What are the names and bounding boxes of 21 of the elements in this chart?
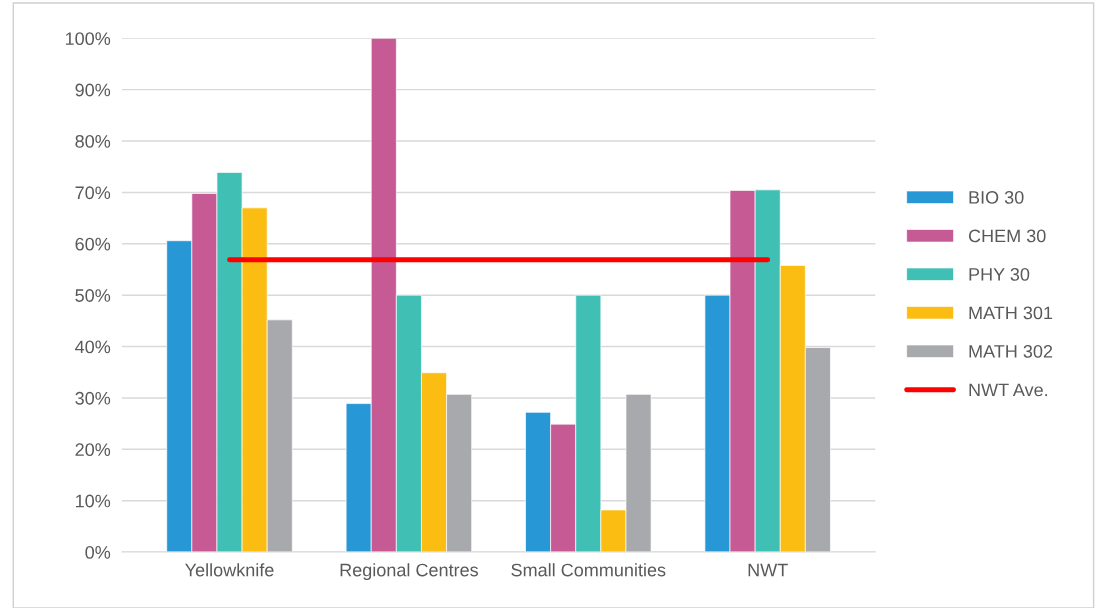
x-tick-label: NWT [748, 563, 788, 577]
y-tick-label: 40% [75, 340, 111, 354]
legend-label: PHY 30 [969, 268, 1030, 281]
x-tick-label: Regional Centres [340, 563, 479, 581]
x-tick-label: Small Communities [511, 563, 666, 577]
legend-label: NWT Ave. [969, 383, 1048, 397]
legend-label: CHEM 30 [968, 229, 1046, 243]
y-tick-label: 90% [75, 83, 111, 97]
y-tick-label: 50% [75, 289, 111, 302]
y-tick-label: 60% [75, 237, 111, 251]
y-tick-label: 80% [75, 134, 111, 148]
y-tick-label: 0% [85, 546, 111, 559]
y-tick-label: 20% [75, 443, 111, 457]
y-tick-label: 100% [65, 32, 111, 46]
y-tick-label: 30% [75, 391, 111, 405]
x-tick-label: Yellowknife [185, 563, 274, 577]
legend-label: BIO 30 [969, 191, 1024, 204]
legend-label: MATH 301 [969, 306, 1053, 320]
y-tick-label: 70% [75, 186, 111, 200]
legend-label: MATH 302 [969, 344, 1053, 358]
y-tick-label: 10% [76, 494, 111, 508]
